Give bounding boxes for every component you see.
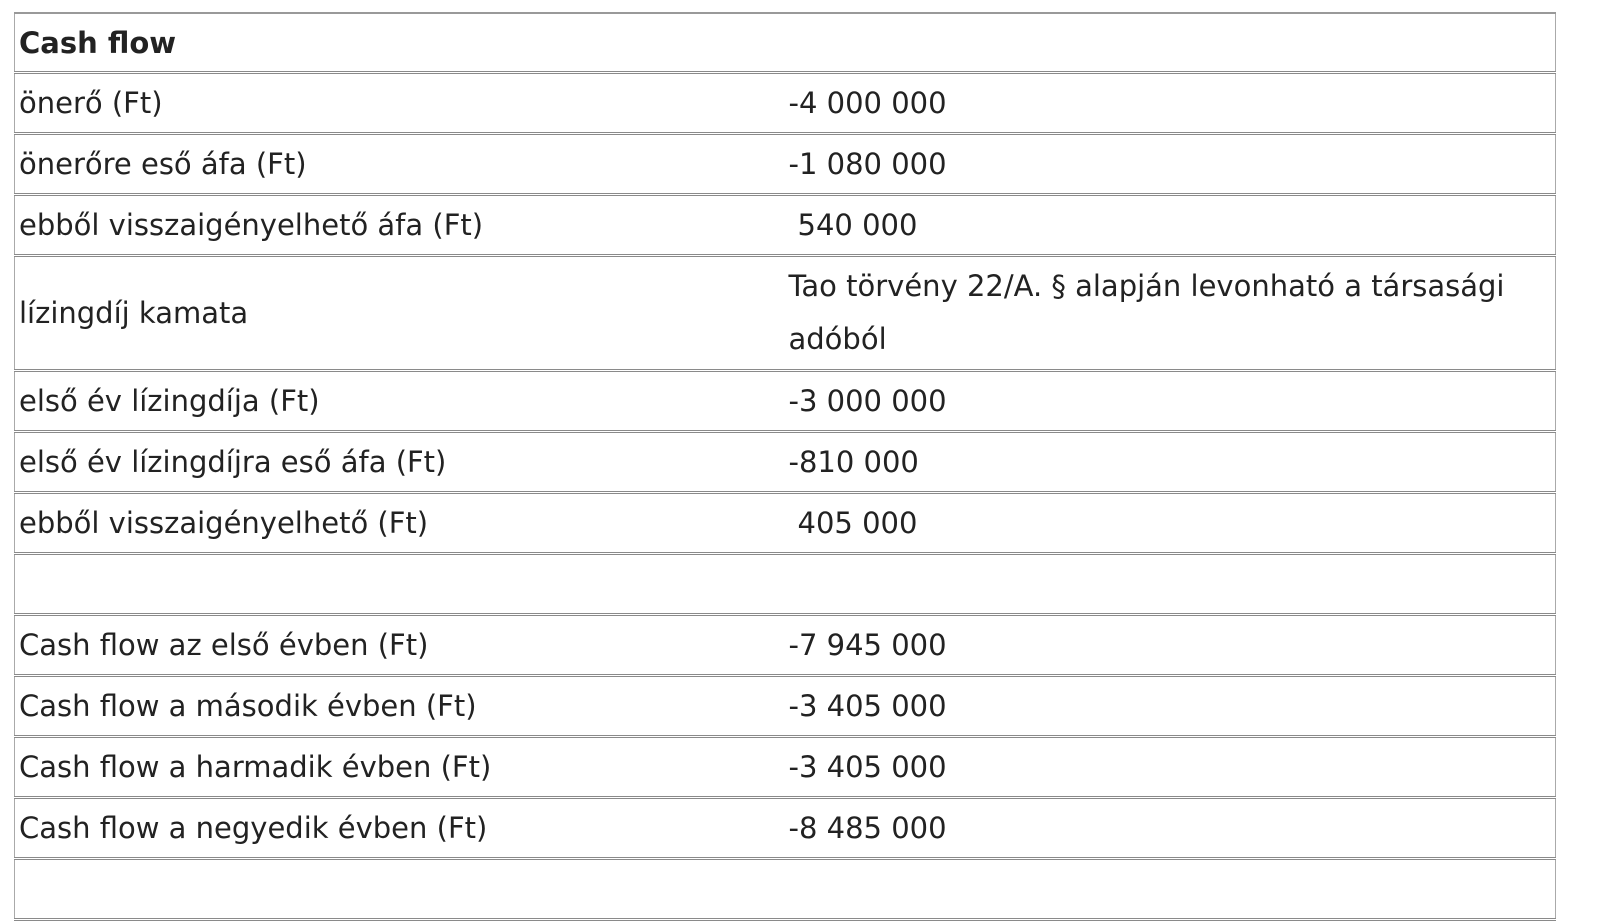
row-label: önerőre eső áfa (Ft) bbox=[14, 133, 785, 196]
row: Cash flow a negyedik évben (Ft) -8 485 00… bbox=[14, 797, 1556, 860]
row: első év lízingdíja (Ft) -3 000 000 bbox=[14, 370, 1556, 433]
row-value: -7 945 000 bbox=[784, 614, 1556, 677]
row: önerő (Ft) -4 000 000 bbox=[14, 72, 1556, 135]
row: önerőre eső áfa (Ft) -1 080 000 bbox=[14, 133, 1556, 196]
row: Cash flow a második évben (Ft) -3 405 000 bbox=[14, 675, 1556, 738]
row-label: önerő (Ft) bbox=[14, 72, 785, 135]
row: lízingdíj kamata Tao törvény 22/A. § alap… bbox=[14, 255, 1556, 372]
row-value: -4 000 000 bbox=[784, 72, 1556, 135]
row-label: Cash flow a negyedik évben (Ft) bbox=[14, 797, 785, 860]
row: ebből visszaigényelhető áfa (Ft) 540 000 bbox=[14, 194, 1556, 257]
row-label: Cash flow a harmadik évben (Ft) bbox=[14, 736, 785, 799]
row: ebből visszaigényelhető (Ft) 405 000 bbox=[14, 492, 1556, 555]
row-label: Cash flow az első évben (Ft) bbox=[14, 614, 785, 677]
row-value: 540 000 bbox=[784, 194, 1556, 257]
empty-row bbox=[14, 553, 1556, 616]
row-value: -8 485 000 bbox=[784, 797, 1556, 860]
row-label: első év lízingdíja (Ft) bbox=[14, 370, 785, 433]
row-label: első év lízingdíjra eső áfa (Ft) bbox=[14, 431, 785, 494]
row-value: Tao törvény 22/A. § alapján levonható a … bbox=[784, 255, 1556, 372]
cash-flow-table: Cash flow önerő (Ft) -4 000 000 önerőre e… bbox=[14, 12, 1556, 921]
row-label: ebből visszaigényelhető áfa (Ft) bbox=[14, 194, 785, 257]
row-value: -1 080 000 bbox=[784, 133, 1556, 196]
row-value: -3 405 000 bbox=[784, 736, 1556, 799]
row: Cash flow az első évben (Ft) -7 945 000 bbox=[14, 614, 1556, 677]
row: Cash flow a harmadik évben (Ft) -3 405 00… bbox=[14, 736, 1556, 799]
table-title: Cash flow bbox=[14, 13, 1556, 74]
empty-row bbox=[14, 858, 1556, 921]
row-label: lízingdíj kamata bbox=[14, 255, 785, 372]
empty-cell bbox=[14, 553, 785, 616]
page: Cash flow önerő (Ft) -4 000 000 önerőre e… bbox=[14, 12, 1556, 921]
row-value: -3 000 000 bbox=[784, 370, 1556, 433]
header-row: Cash flow bbox=[14, 13, 1556, 74]
empty-cell bbox=[784, 553, 1556, 616]
empty-cell bbox=[14, 858, 785, 921]
row: első év lízingdíjra eső áfa (Ft) -810 000 bbox=[14, 431, 1556, 494]
row-value: -3 405 000 bbox=[784, 675, 1556, 738]
row-value: -810 000 bbox=[784, 431, 1556, 494]
empty-cell bbox=[784, 858, 1556, 921]
row-label: ebből visszaigényelhető (Ft) bbox=[14, 492, 785, 555]
row-label: Cash flow a második évben (Ft) bbox=[14, 675, 785, 738]
row-value: 405 000 bbox=[784, 492, 1556, 555]
